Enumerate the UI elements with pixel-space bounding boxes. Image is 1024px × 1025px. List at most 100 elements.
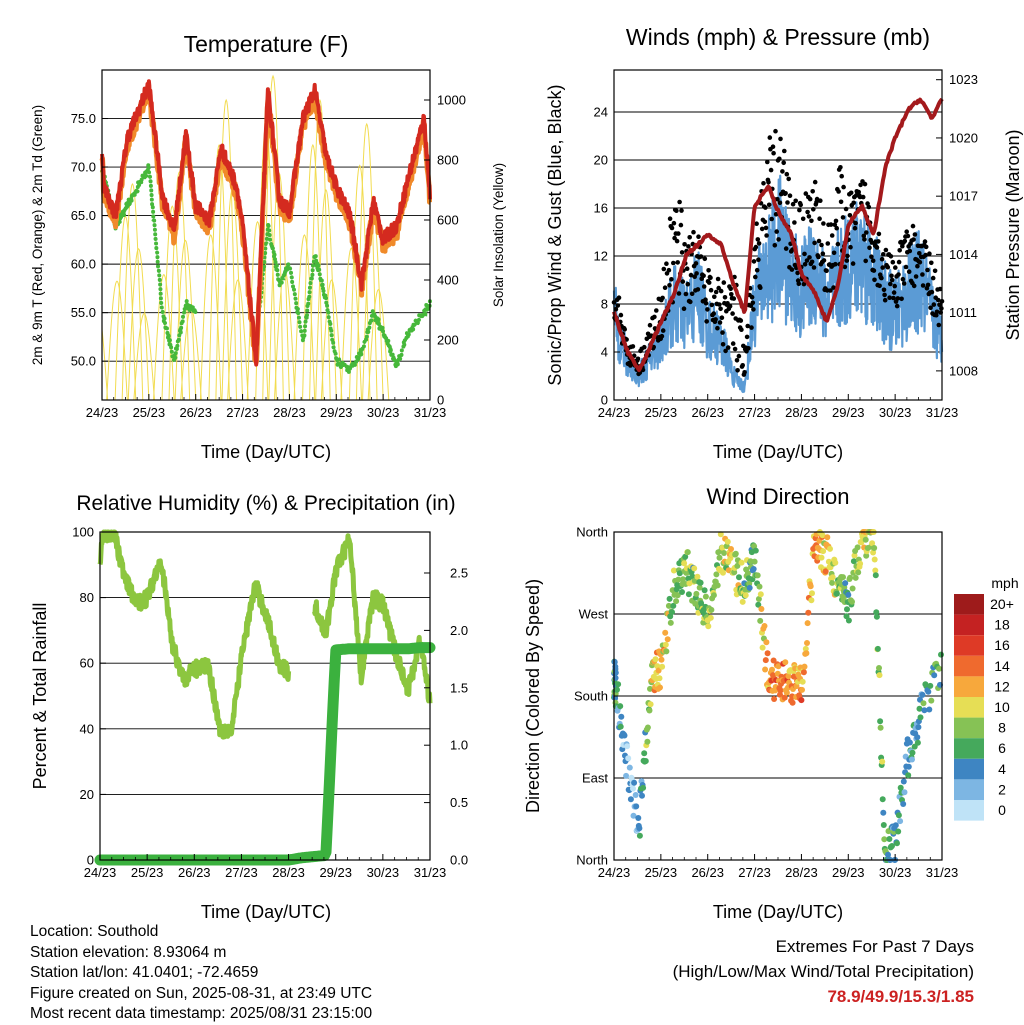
gust-point: [704, 319, 709, 324]
insolation-trace: [320, 279, 343, 401]
direction-point: [716, 554, 723, 561]
direction-point: [880, 809, 887, 816]
gust-point: [775, 196, 780, 202]
direction-point: [871, 545, 878, 551]
legend-swatch: [954, 758, 984, 780]
direction-point: [886, 836, 893, 842]
direction-point: [685, 591, 692, 598]
winds-x-tick-label: 30/23: [879, 405, 912, 420]
gust-point: [800, 216, 806, 222]
direction-point: [877, 724, 884, 731]
gust-point: [821, 221, 826, 226]
gust-point: [925, 282, 931, 288]
gust-point: [894, 303, 900, 309]
insolation-trace: [215, 98, 237, 401]
precip-series: [94, 642, 436, 866]
gust-point: [853, 220, 858, 226]
gust-point: [652, 314, 657, 320]
humidity-x-label: Time (Day/UTC): [201, 902, 331, 922]
direction-point: [664, 636, 671, 643]
precip-y-tick-label: 0.0: [450, 853, 468, 868]
direction-point: [750, 566, 757, 572]
gust-point: [682, 242, 687, 247]
direction-point: [849, 598, 855, 605]
gust-point: [880, 265, 885, 270]
direction-title: Wind Direction: [706, 484, 849, 509]
gust-point: [772, 243, 778, 248]
direction-point: [926, 706, 933, 713]
direction-point: [862, 536, 869, 543]
gust-point: [740, 363, 745, 368]
gust-point: [833, 261, 838, 267]
legend-label: 12: [994, 678, 1010, 694]
gust-point: [867, 245, 872, 251]
gust-point: [686, 244, 691, 249]
gust-point: [812, 179, 818, 185]
gust-point: [736, 353, 742, 359]
direction-point: [762, 666, 769, 673]
direction-point: [927, 682, 934, 689]
temperature-title: Temperature (F): [184, 31, 349, 57]
direction-point: [871, 556, 878, 563]
gust-point: [694, 271, 699, 276]
gust-point: [925, 267, 930, 273]
direction-point: [895, 828, 902, 835]
gust-point: [680, 279, 686, 284]
direction-point: [738, 559, 745, 566]
gust-point: [911, 237, 916, 242]
gust-point: [701, 284, 707, 289]
gust-point: [718, 288, 724, 294]
gust-point: [702, 256, 708, 262]
direction-point: [892, 822, 899, 829]
direction-point: [851, 552, 858, 559]
gust-point: [675, 260, 680, 265]
direction-point: [818, 554, 825, 561]
direction-point: [872, 572, 879, 579]
direction-point: [782, 659, 789, 666]
direction-x-label: Time (Day/UTC): [713, 902, 843, 922]
direction-point: [894, 840, 900, 847]
gust-point: [896, 259, 902, 265]
direction-point: [829, 579, 836, 586]
direction-point: [734, 562, 741, 569]
gust-point: [660, 295, 665, 301]
insolation-trace: [133, 312, 155, 401]
direction-point: [618, 713, 625, 720]
direction-point: [662, 629, 669, 636]
direction-point: [647, 701, 654, 708]
gust-point: [881, 287, 887, 293]
direction-point: [702, 593, 709, 600]
gust-point: [774, 229, 779, 234]
direction-point: [652, 656, 659, 663]
gust-point: [786, 176, 791, 182]
gust-point: [770, 144, 776, 149]
gust-point: [683, 291, 689, 297]
direction-point: [626, 764, 633, 771]
gust-point: [879, 256, 885, 262]
temperature-y-tick-label: 75.0: [71, 111, 96, 126]
direction-point: [824, 534, 831, 541]
direction-point: [925, 688, 932, 695]
gust-point: [882, 292, 887, 298]
gust-point: [754, 221, 759, 226]
winds-x-tick-label: 25/23: [645, 405, 678, 420]
direction-point: [808, 597, 815, 604]
temperature-x-tick-label: 24/23: [86, 405, 119, 420]
direction-point: [775, 663, 782, 670]
direction-point: [746, 584, 753, 591]
insolation-trace: [273, 269, 296, 401]
gust-point: [685, 281, 691, 287]
direction-point: [819, 532, 826, 539]
gust-point: [881, 252, 886, 257]
legend-swatch: [954, 676, 984, 697]
direction-point: [914, 739, 921, 746]
gust-point: [679, 250, 685, 255]
direction-point: [611, 659, 618, 666]
winds-x-tick-label: 31/23: [926, 405, 959, 420]
gust-point: [708, 287, 714, 293]
direction-point: [676, 570, 683, 577]
gust-point: [771, 150, 776, 156]
gust-point: [869, 254, 874, 259]
temp-2m-series: [100, 79, 432, 367]
direction-point: [805, 609, 812, 616]
